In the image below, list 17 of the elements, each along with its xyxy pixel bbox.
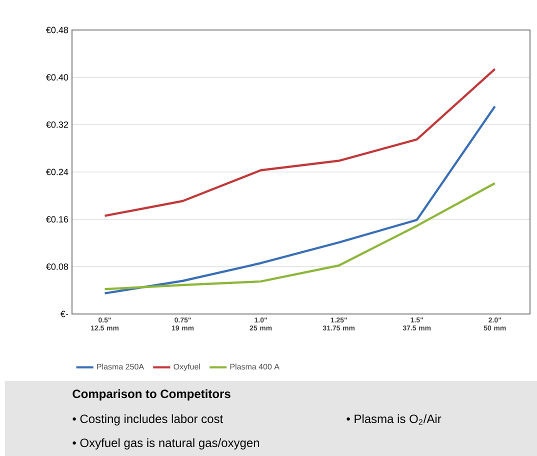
- line-series: [104, 68, 496, 217]
- text: Comparison to Competitors: [72, 389, 230, 400]
- text: • Oxyfuel gas is natural gas/oxygen: [72, 438, 260, 450]
- legend-label: Plasma 250A: [97, 364, 144, 370]
- y-tick-label: €0.16: [46, 216, 68, 223]
- text: • Plasma is O$_{2}$/Air: [346, 414, 442, 425]
- y-tick-label: €0.48: [46, 26, 68, 34]
- y-tick-label: €0.40: [46, 74, 68, 81]
- text: • Costing includes labor cost: [72, 414, 224, 426]
- y-tick-label: €-: [60, 310, 68, 318]
- y-tick-label: €0.08: [46, 263, 68, 270]
- legend-label: Plasma 400 A: [230, 364, 280, 370]
- line-series: [104, 182, 496, 290]
- y-tick-label: €0.32: [46, 121, 68, 128]
- line-series: [104, 105, 496, 294]
- y-tick-label: €0.24: [46, 168, 68, 176]
- legend-label: Oxyfuel: [174, 364, 200, 372]
